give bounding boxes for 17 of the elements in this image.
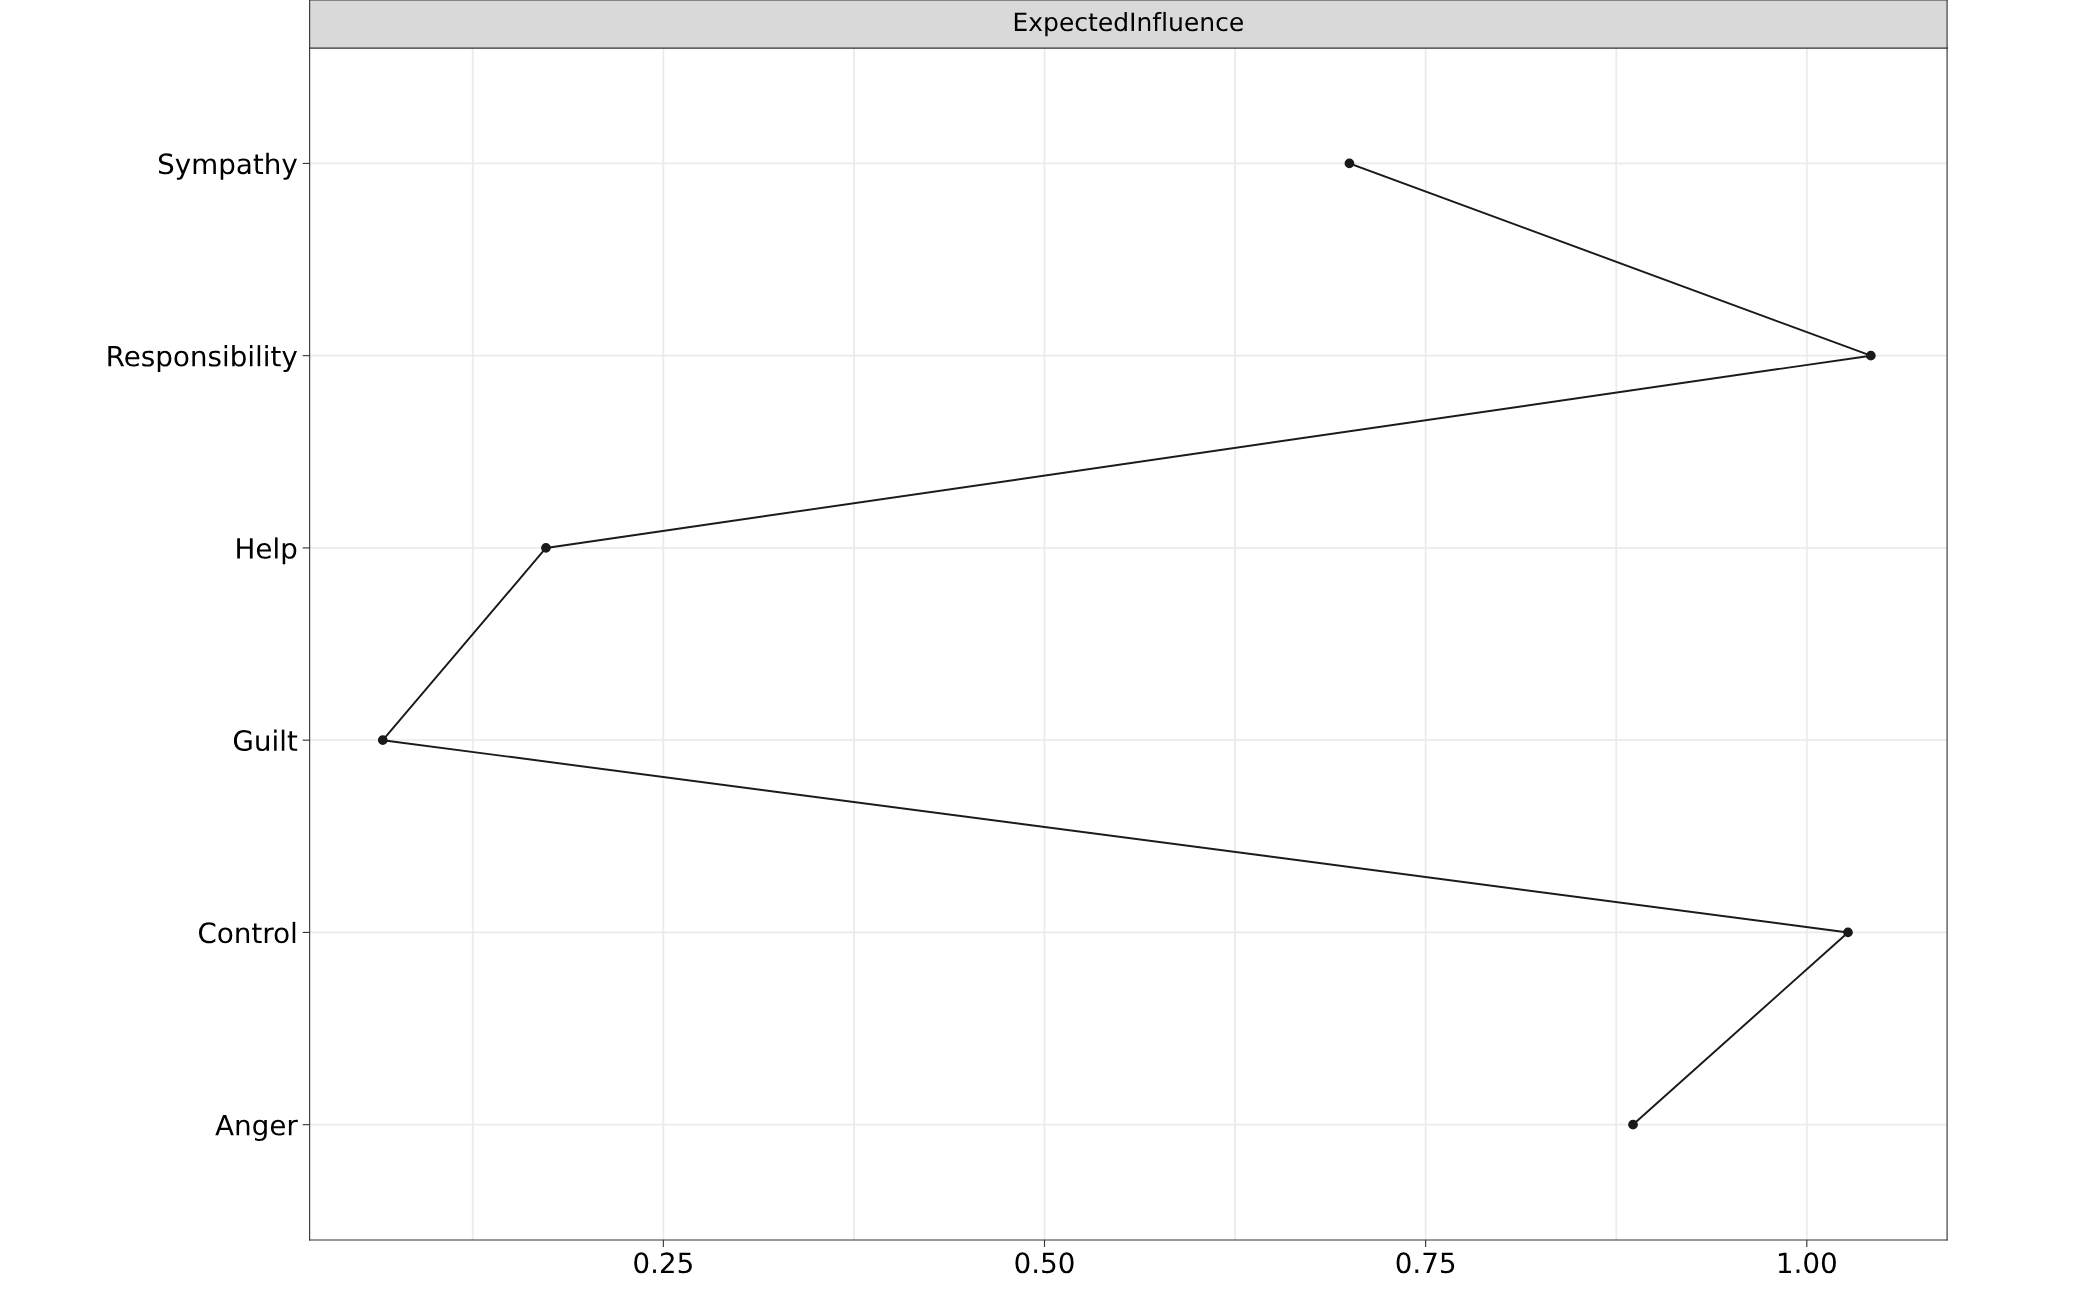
y-tick-label: Responsibility: [108, 345, 297, 372]
chart-title: ExpectedInfluence: [1014, 11, 1243, 37]
point: [541, 543, 551, 553]
x-tick-label: 0.50: [1015, 1252, 1074, 1274]
point: [377, 735, 388, 746]
x-tick-label: 1.00: [1778, 1252, 1836, 1274]
point: [1843, 927, 1853, 938]
x-tick-label: 0.75: [1396, 1252, 1455, 1274]
point: [1865, 350, 1876, 361]
y-tick-label: Sympathy: [158, 152, 297, 180]
point: [1344, 158, 1355, 169]
y-tick-label: Help: [237, 537, 297, 565]
y-tick-label: Guilt: [233, 729, 298, 752]
y-tick-label: Control: [198, 921, 296, 944]
x-tick-label: 0.25: [634, 1252, 692, 1274]
point: [1628, 1119, 1638, 1130]
y-tick-label: Anger: [215, 1114, 298, 1141]
